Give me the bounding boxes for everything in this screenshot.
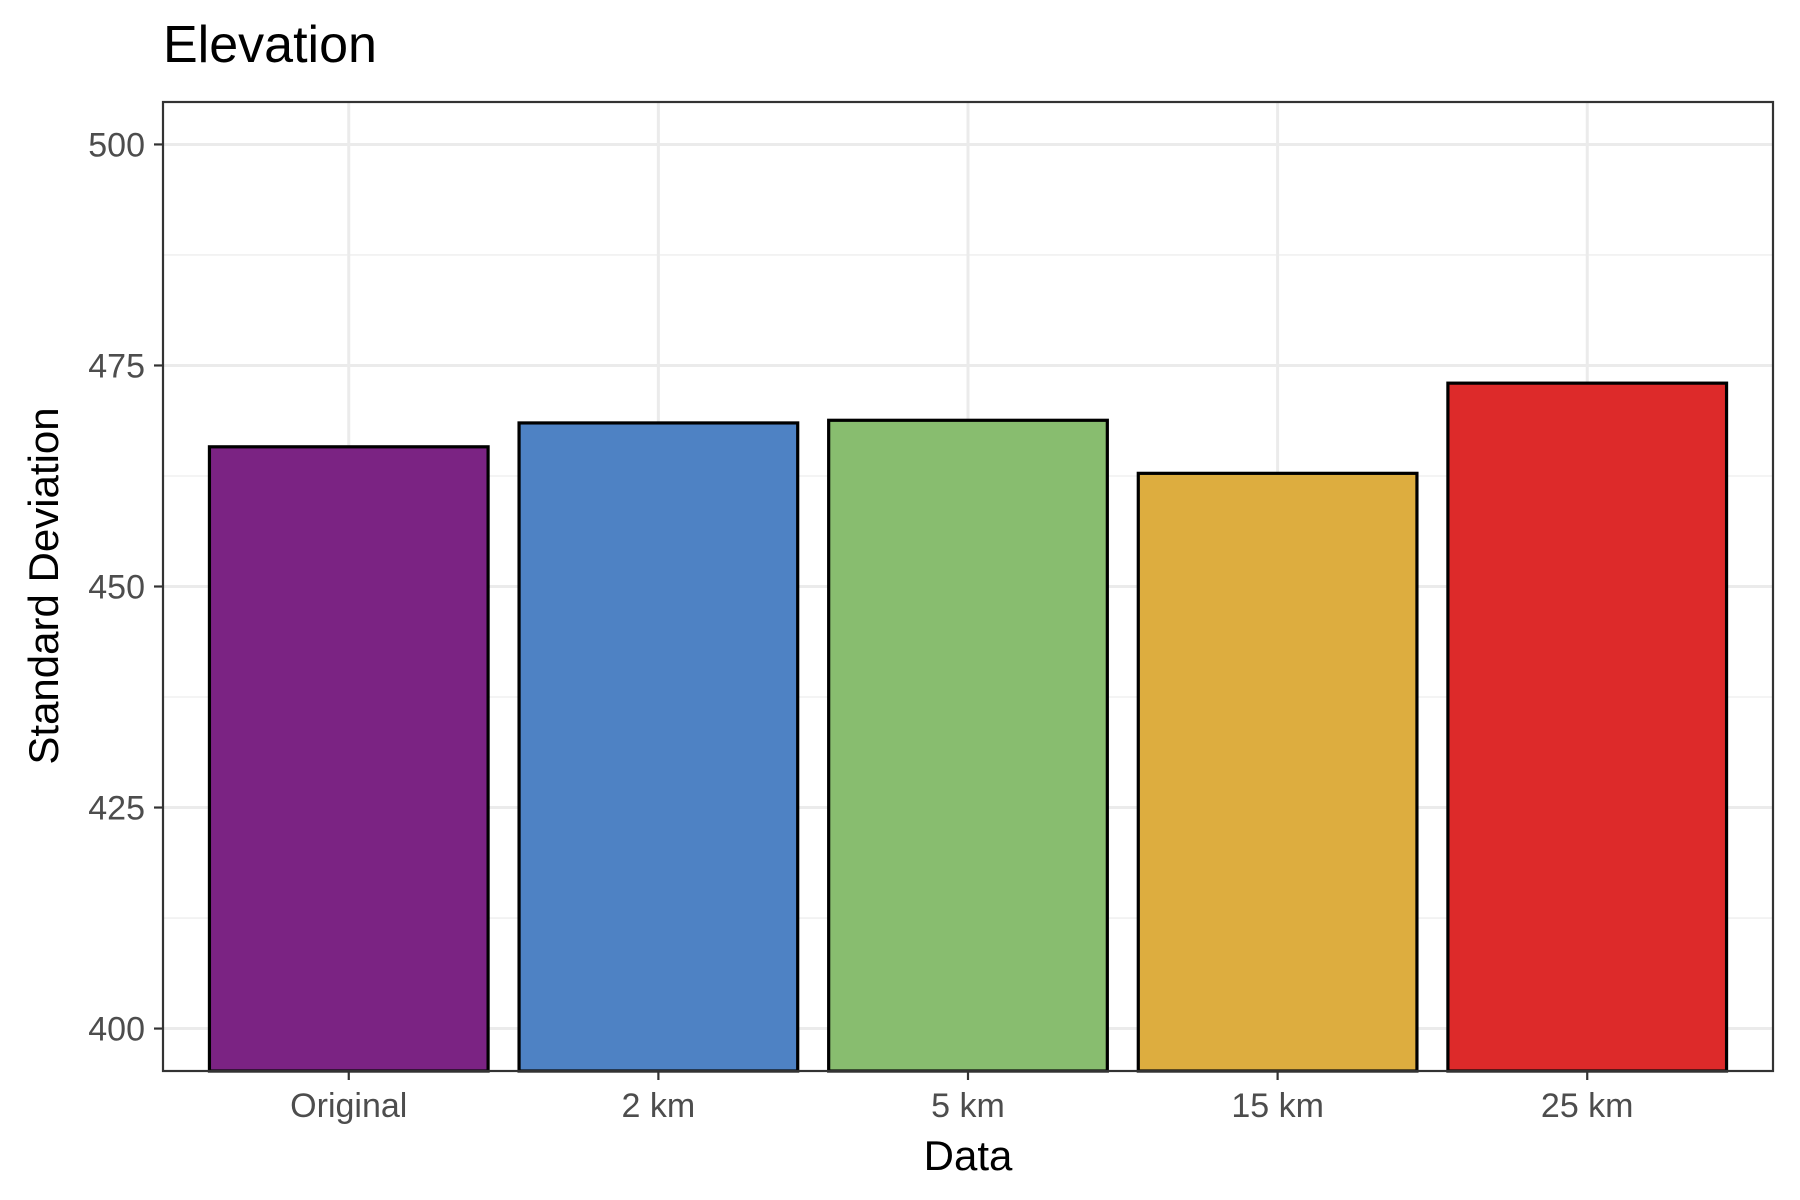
bar-original bbox=[207, 445, 490, 1073]
y-tick-label: 400 bbox=[88, 1011, 145, 1049]
y-tick-label: 500 bbox=[88, 126, 145, 164]
bar-25-km bbox=[1446, 381, 1729, 1073]
bars bbox=[207, 381, 1729, 1073]
y-axis-title: Standard Deviation bbox=[20, 407, 67, 764]
x-tick-label: Original bbox=[290, 1087, 407, 1125]
x-axis-ticks: Original 2 km 5 km 15 km 25 km bbox=[290, 1071, 1634, 1125]
x-axis-title: Data bbox=[924, 1132, 1013, 1179]
x-tick-label: 5 km bbox=[931, 1087, 1005, 1125]
x-tick-label: 15 km bbox=[1231, 1087, 1324, 1125]
y-tick-label: 425 bbox=[88, 790, 145, 828]
y-axis-ticks: 400 425 450 475 500 bbox=[88, 126, 163, 1049]
x-tick-label: 25 km bbox=[1541, 1087, 1634, 1125]
bar-5-km bbox=[827, 418, 1109, 1073]
chart-title: Elevation bbox=[163, 16, 377, 74]
x-tick-label: 2 km bbox=[622, 1087, 696, 1125]
y-tick-label: 450 bbox=[88, 569, 145, 607]
bar-2-km bbox=[517, 421, 800, 1073]
bar-15-km bbox=[1136, 471, 1419, 1073]
y-tick-label: 475 bbox=[88, 347, 145, 385]
